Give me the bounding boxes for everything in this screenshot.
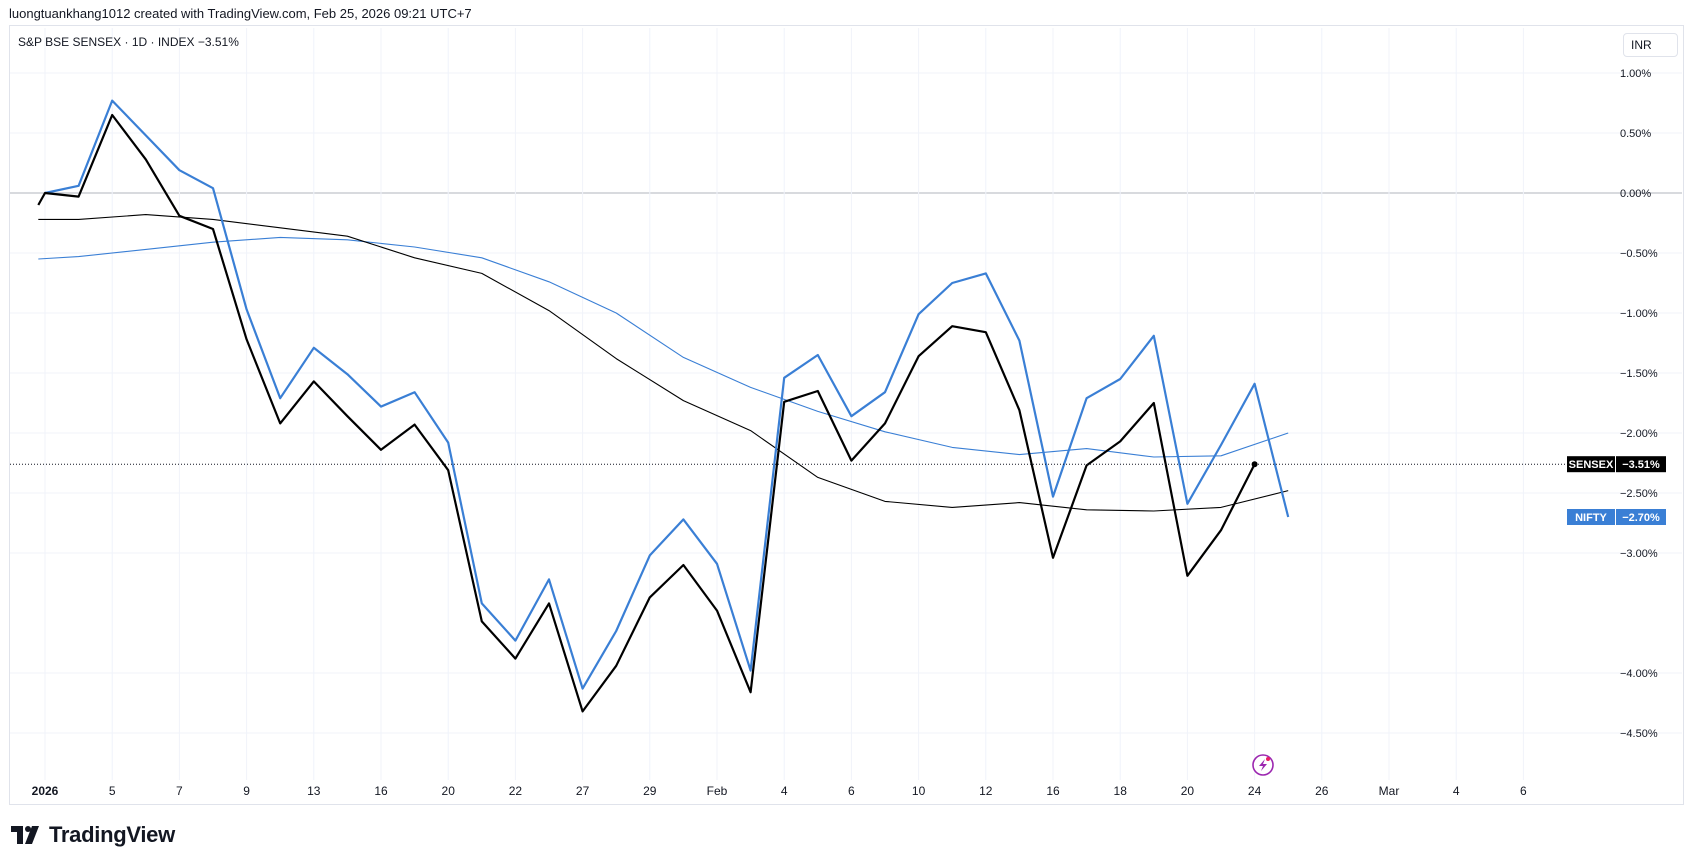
y-tick-label: −0.50% bbox=[1620, 248, 1658, 260]
x-tick-label: 27 bbox=[576, 784, 590, 798]
x-tick-label: 2026 bbox=[32, 784, 59, 798]
x-tick-label: 7 bbox=[176, 784, 183, 798]
x-tick-label: 12 bbox=[979, 784, 993, 798]
y-tick-label: −1.50% bbox=[1620, 368, 1658, 380]
price-tag-value: −3.51% bbox=[1622, 459, 1660, 471]
y-tick-label: −3.00% bbox=[1620, 548, 1658, 560]
price-tag-name-bg bbox=[1567, 509, 1615, 525]
x-tick-label: 5 bbox=[109, 784, 116, 798]
y-tick-label: −4.50% bbox=[1620, 728, 1658, 740]
y-tick-label: −1.00% bbox=[1620, 308, 1658, 320]
x-tick-label: 29 bbox=[643, 784, 657, 798]
series-line-sensex bbox=[37, 113, 1256, 713]
x-tick-label: 13 bbox=[307, 784, 321, 798]
symbol-legend[interactable]: S&P BSE SENSEX · 1D · INDEX −3.51% bbox=[18, 35, 239, 49]
tradingview-logo-icon bbox=[11, 826, 39, 844]
series-line-ma-2 bbox=[38, 214, 1289, 512]
x-tick-label: 4 bbox=[1453, 784, 1460, 798]
y-tick-label: 1.00% bbox=[1620, 68, 1651, 80]
price-tag-value: −2.70% bbox=[1622, 512, 1660, 524]
series-line-nifty bbox=[44, 99, 1290, 690]
price-tag-value-bg bbox=[1616, 456, 1666, 473]
chart-frame bbox=[9, 25, 1684, 805]
x-tick-label: 6 bbox=[848, 784, 855, 798]
lightning-icon[interactable] bbox=[1252, 754, 1274, 776]
x-tick-label: 10 bbox=[912, 784, 926, 798]
x-tick-label: 9 bbox=[243, 784, 250, 798]
y-tick-label: −4.00% bbox=[1620, 668, 1658, 680]
y-tick-label: −2.50% bbox=[1620, 488, 1658, 500]
currency-button[interactable]: INR bbox=[1623, 33, 1678, 57]
grid-lines bbox=[10, 28, 1682, 780]
series-line-ma-3 bbox=[38, 236, 1289, 458]
y-tick-label: 0.50% bbox=[1620, 128, 1651, 140]
x-tick-label: 16 bbox=[1046, 784, 1060, 798]
y-tick-label: −2.00% bbox=[1620, 428, 1658, 440]
x-tick-label: Mar bbox=[1379, 784, 1400, 798]
price-tags: NIFTY −2.70% SENSEX −3.51% bbox=[1567, 456, 1666, 525]
x-tick-label: 6 bbox=[1520, 784, 1527, 798]
series-lines bbox=[10, 99, 1565, 713]
x-tick-label: Feb bbox=[707, 784, 728, 798]
price-tag-value-bg bbox=[1616, 509, 1666, 525]
price-tag-name-bg bbox=[1567, 456, 1615, 473]
x-tick-label: 20 bbox=[442, 784, 456, 798]
last-point-marker bbox=[1251, 461, 1258, 468]
x-tick-label: 24 bbox=[1248, 784, 1262, 798]
x-tick-label: 22 bbox=[509, 784, 523, 798]
axis-labels: 1.00% 0.50% 0.00% −0.50% −1.00% −1.50% −2.00% −… bbox=[32, 68, 1658, 798]
price-tag-name: SENSEX bbox=[1569, 459, 1614, 471]
price-tag-nifty[interactable]: NIFTY −2.70% bbox=[1567, 509, 1666, 525]
tradingview-logo[interactable]: TradingView bbox=[11, 822, 175, 848]
x-tick-label: 18 bbox=[1114, 784, 1128, 798]
x-tick-label: 20 bbox=[1181, 784, 1195, 798]
y-tick-label: 0.00% bbox=[1620, 188, 1651, 200]
x-tick-label: 16 bbox=[374, 784, 388, 798]
tradingview-logo-text: TradingView bbox=[49, 822, 175, 847]
attribution-text: luongtuankhang1012 created with TradingV… bbox=[9, 6, 472, 21]
x-tick-label: 4 bbox=[781, 784, 788, 798]
price-tag-sensex[interactable]: SENSEX −3.51% bbox=[1567, 456, 1666, 473]
x-tick-label: 26 bbox=[1315, 784, 1329, 798]
price-tag-name: NIFTY bbox=[1575, 512, 1607, 524]
